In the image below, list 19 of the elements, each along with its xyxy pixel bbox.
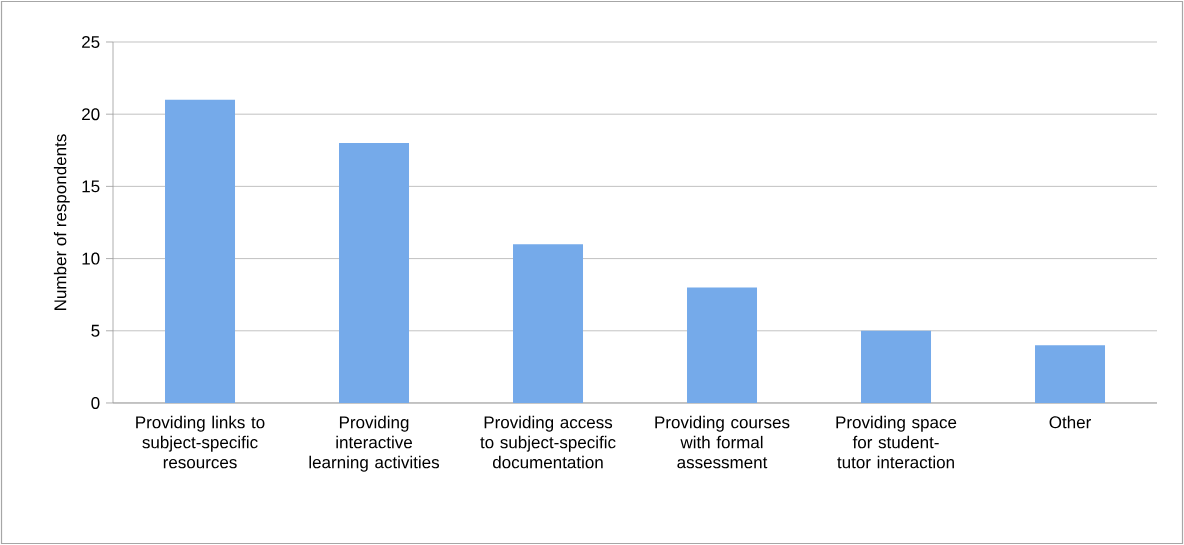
x-tick-label: Providing courses with formal assessment [655,415,790,469]
y-tick-label: 20 [82,108,100,121]
y-tick-label: 0 [91,396,100,410]
x-tick-label: Providing links to subject-specific resources [136,415,265,469]
x-tick-label: Other [1049,415,1091,429]
bar [339,143,410,403]
y-axis-title: Number of respondents [53,134,70,310]
bar [861,330,932,403]
x-tick-label: Providing access to subject-specific documentation [480,415,616,469]
y-tick-label: 25 [82,35,100,49]
bar [1035,345,1106,403]
bar [513,244,584,403]
y-tick-label: 5 [91,324,100,337]
x-tick-label: Providing interactive learning activities [309,415,440,472]
x-tick-label: Providing space for student-tutor interaction [836,415,957,469]
bar [165,99,236,403]
y-tick-label: 15 [82,180,100,193]
bar [687,287,758,403]
y-tick-label: 10 [82,252,100,265]
